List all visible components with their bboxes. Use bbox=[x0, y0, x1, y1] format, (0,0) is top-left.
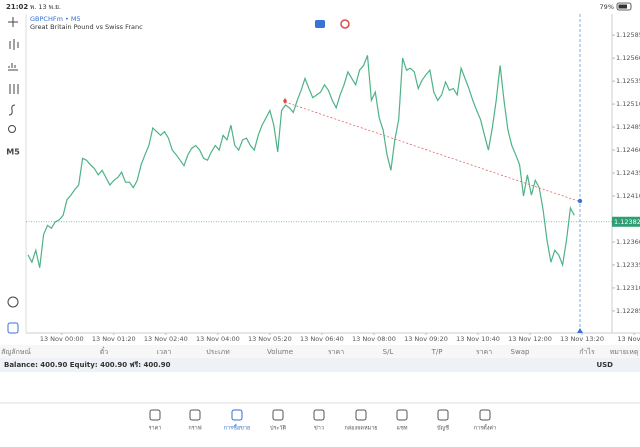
tab-icon[interactable] bbox=[396, 409, 408, 421]
tab-label[interactable]: การตั้งค่า bbox=[474, 424, 496, 432]
x-tick-label: 13 Nov 01:20 bbox=[92, 335, 136, 343]
bars-tool[interactable] bbox=[9, 39, 19, 50]
tab-label[interactable]: กราฟ bbox=[188, 425, 201, 432]
battery-fill bbox=[618, 4, 627, 9]
tab-label[interactable]: ข่าว bbox=[314, 426, 324, 432]
x-tick-label: 13 Nov 09:20 bbox=[404, 335, 448, 343]
zoom-tool[interactable] bbox=[7, 296, 19, 308]
column-header: ราคา bbox=[328, 348, 344, 356]
tab-icon[interactable] bbox=[272, 409, 284, 421]
y-tick-label: 1.12360 bbox=[616, 238, 640, 246]
y-tick-label: 1.12485 bbox=[616, 123, 640, 131]
indicator-tool[interactable] bbox=[8, 63, 18, 71]
column-header: ประเภท bbox=[206, 348, 230, 356]
y-tick-label: 1.12335 bbox=[616, 261, 640, 269]
function-tool[interactable] bbox=[8, 104, 16, 116]
tab-icon[interactable] bbox=[355, 409, 367, 421]
x-tick-label: 13 Nov 06:40 bbox=[300, 335, 344, 343]
account-currency: USD bbox=[596, 361, 613, 369]
tab-icon[interactable] bbox=[313, 409, 325, 421]
x-tick-label: 13 Nov 10:40 bbox=[456, 335, 500, 343]
x-tick-label: 13 Nov 14 bbox=[617, 335, 640, 343]
y-tick-label: 1.12510 bbox=[616, 100, 640, 108]
column-header: หมายเหตุ bbox=[610, 348, 639, 356]
tab-icon[interactable] bbox=[149, 409, 161, 421]
tab-label[interactable]: แชท bbox=[397, 425, 408, 432]
column-header: Volume bbox=[267, 348, 293, 356]
chart-subtitle: Great Britain Pound vs Swiss Franc bbox=[30, 23, 143, 31]
tab-label[interactable]: ประวัติ bbox=[270, 425, 286, 432]
trend-anchor bbox=[577, 198, 583, 204]
column-header: เวลา bbox=[157, 348, 172, 356]
y-tick-label: 1.12535 bbox=[616, 77, 640, 85]
crosshair-tool[interactable] bbox=[8, 17, 18, 27]
x-tick-label: 13 Nov 00:00 bbox=[40, 335, 84, 343]
column-header: ตั๋ว bbox=[100, 347, 109, 356]
tab-icon[interactable] bbox=[479, 409, 491, 421]
tab-label[interactable]: การซื้อขาย bbox=[224, 424, 250, 432]
objects-tool[interactable] bbox=[9, 84, 19, 94]
left-toolbar bbox=[7, 17, 19, 334]
y-tick-label: 1.12310 bbox=[616, 284, 640, 292]
status-date: พ. 13 พ.ย. bbox=[30, 3, 61, 11]
tab-label[interactable]: บัญชี bbox=[437, 425, 449, 432]
buy-sell-icon[interactable] bbox=[315, 20, 325, 28]
price-line bbox=[27, 55, 575, 268]
y-tick-label: 1.12585 bbox=[616, 31, 640, 39]
column-header: สัญลักษณ์ bbox=[1, 348, 31, 356]
x-tick-label: 13 Nov 05:20 bbox=[248, 335, 292, 343]
y-tick-label: 1.12410 bbox=[616, 192, 640, 200]
y-tick-label: 1.12285 bbox=[616, 307, 640, 315]
account-summary: Balance: 400.90 Equity: 400.90 ฟรี: 400.… bbox=[4, 361, 171, 369]
balance-row bbox=[0, 358, 640, 372]
timeframe-button[interactable]: M5 bbox=[6, 148, 20, 157]
column-header: กำไร bbox=[579, 347, 595, 356]
status-time: 21:02 bbox=[6, 3, 28, 11]
current-price-box bbox=[612, 216, 640, 227]
chart-title: GBPCHFm • M5 bbox=[30, 15, 81, 23]
cursor-marker bbox=[577, 328, 583, 333]
shapes-tool[interactable] bbox=[8, 125, 16, 133]
tab-label[interactable]: กล่องจดหมาย bbox=[344, 426, 377, 432]
column-header: T/P bbox=[431, 348, 443, 356]
trade-level-icon[interactable] bbox=[340, 19, 350, 29]
battery-level: 79% bbox=[600, 3, 614, 11]
y-tick-label: 1.12435 bbox=[616, 169, 640, 177]
x-tick-label: 13 Nov 04:00 bbox=[196, 335, 240, 343]
tab-icon[interactable] bbox=[231, 409, 243, 421]
column-header: Swap bbox=[511, 348, 530, 356]
table-header bbox=[0, 345, 640, 358]
trade-tool[interactable] bbox=[7, 322, 19, 334]
battery-icon bbox=[616, 2, 632, 11]
x-tick-label: 13 Nov 12:00 bbox=[508, 335, 552, 343]
current-price-label: 1.12382 bbox=[614, 218, 640, 226]
column-header: ราคา bbox=[476, 348, 492, 356]
column-header: S/L bbox=[383, 348, 394, 356]
y-tick-label: 1.12460 bbox=[616, 146, 640, 154]
trend-anchor bbox=[283, 98, 287, 104]
x-tick-label: 13 Nov 13:20 bbox=[560, 335, 604, 343]
tab-label[interactable]: ราคา bbox=[149, 426, 162, 432]
x-tick-label: 13 Nov 02:40 bbox=[144, 335, 188, 343]
x-tick-label: 13 Nov 08:00 bbox=[352, 335, 396, 343]
tab-icon[interactable] bbox=[189, 409, 201, 421]
y-tick-label: 1.12560 bbox=[616, 54, 640, 62]
tab-icon[interactable] bbox=[437, 409, 449, 421]
